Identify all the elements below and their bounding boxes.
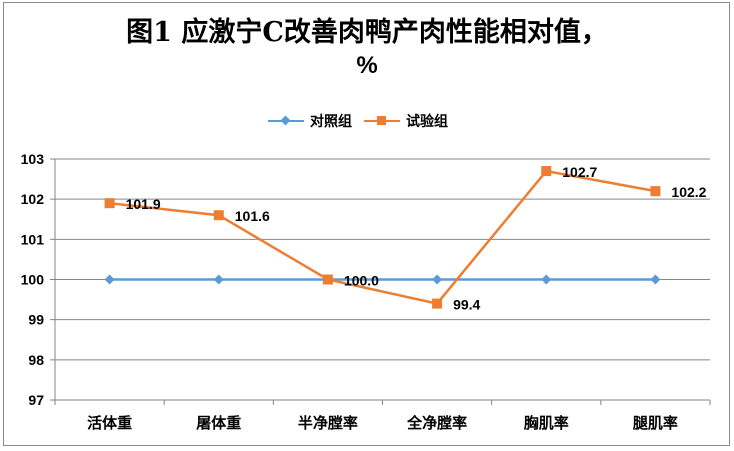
chart-title-line1: 图1 应激宁C改善肉鸭产肉性能相对值， <box>126 17 608 48</box>
square-marker-icon <box>377 116 386 125</box>
y-tick-label: 97 <box>28 392 44 408</box>
square-marker-icon <box>541 166 552 177</box>
diamond-marker-icon <box>104 274 115 285</box>
y-tick-label: 103 <box>21 151 45 167</box>
square-marker-icon <box>322 274 333 285</box>
series-line-1 <box>109 169 656 305</box>
square-marker-icon <box>650 186 661 197</box>
square-marker-icon <box>432 298 443 309</box>
legend-item-control: 对照组 <box>268 111 352 131</box>
diamond-marker-icon <box>213 274 224 285</box>
diamond-marker-icon <box>432 274 443 285</box>
y-tick-label: 100 <box>21 272 45 288</box>
data-label: 102.7 <box>562 164 597 180</box>
chart-legend: 对照组 试验组 <box>268 110 460 132</box>
y-tick-label: 98 <box>28 352 44 368</box>
legend-line-blue-icon <box>268 115 304 126</box>
x-tick-label: 胸肌率 <box>524 414 569 432</box>
legend-label-control: 对照组 <box>310 114 352 130</box>
y-tick-label: 99 <box>28 312 44 328</box>
data-label: 101.6 <box>235 208 270 224</box>
square-marker-icon <box>213 210 224 221</box>
x-tick-label: 全净膛率 <box>406 414 467 432</box>
diamond-marker-icon <box>541 274 552 285</box>
x-tick-label: 活体重 <box>87 414 132 432</box>
legend-item-treatment: 试验组 <box>364 111 448 131</box>
data-label: 102.2 <box>671 184 706 200</box>
y-tick-label: 102 <box>21 191 45 207</box>
legend-line-orange-icon <box>364 116 400 125</box>
diamond-marker-icon <box>650 274 661 285</box>
y-tick-label: 101 <box>21 231 45 247</box>
x-tick-label: 腿肌率 <box>633 414 678 432</box>
chart-frame <box>3 2 730 446</box>
chart-title-line2: % <box>356 52 378 79</box>
data-label: 99.4 <box>453 297 480 313</box>
x-tick-label: 半净膛率 <box>298 414 358 432</box>
square-marker-icon <box>104 198 115 209</box>
x-tick-label: 屠体重 <box>196 414 241 432</box>
data-label: 101.9 <box>126 196 161 212</box>
legend-label-treatment: 试验组 <box>406 114 448 130</box>
data-label: 100.0 <box>344 273 379 289</box>
